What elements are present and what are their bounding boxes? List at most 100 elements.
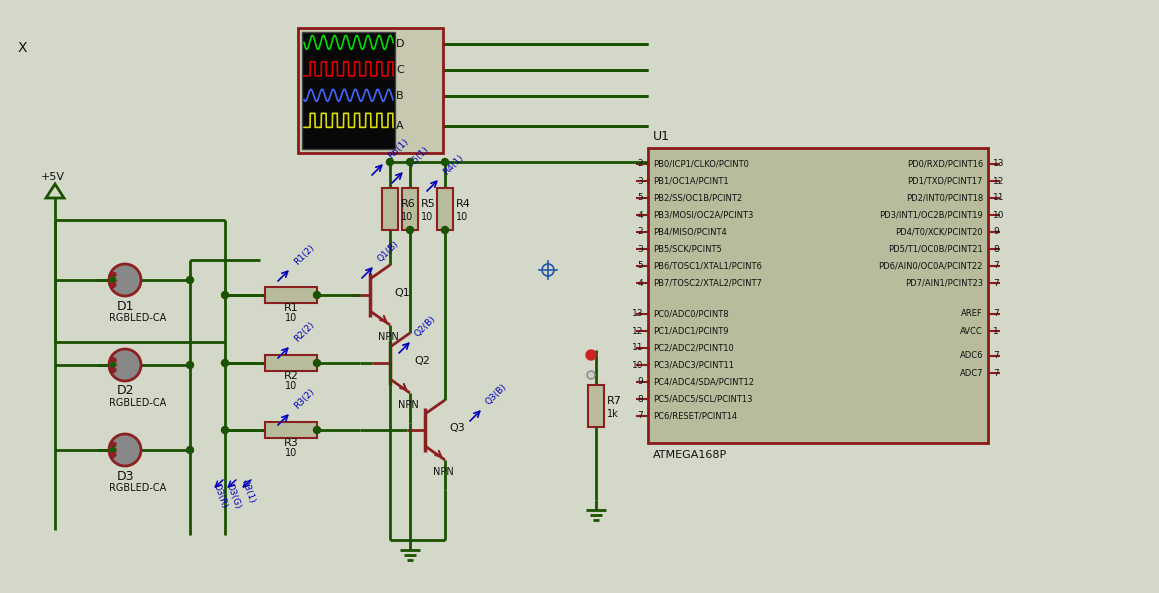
Bar — [265, 287, 318, 303]
Text: 9: 9 — [993, 228, 999, 237]
Text: PC2/ADC2/PCINT10: PC2/ADC2/PCINT10 — [653, 343, 734, 352]
Circle shape — [187, 447, 194, 454]
Text: R3: R3 — [284, 438, 298, 448]
Text: RGBLED-CA: RGBLED-CA — [109, 398, 166, 408]
Circle shape — [110, 442, 116, 448]
Text: R3(1): R3(1) — [240, 479, 256, 505]
Text: PD0/RXD/PCINT16: PD0/RXD/PCINT16 — [906, 160, 983, 168]
Text: D1: D1 — [117, 299, 134, 313]
Text: PC6/RESET/PCINT14: PC6/RESET/PCINT14 — [653, 412, 737, 420]
Circle shape — [109, 264, 141, 296]
Text: 10: 10 — [401, 212, 414, 222]
Text: 10: 10 — [993, 211, 1005, 219]
Text: 13: 13 — [993, 160, 1005, 168]
Text: 10: 10 — [285, 448, 297, 458]
Bar — [265, 355, 318, 371]
Text: R: R — [112, 368, 117, 372]
Bar — [648, 148, 987, 443]
Text: Q2: Q2 — [414, 356, 430, 366]
Text: R2: R2 — [284, 371, 298, 381]
Circle shape — [313, 359, 321, 366]
Text: 12: 12 — [632, 327, 643, 336]
Text: 10: 10 — [632, 361, 643, 369]
Circle shape — [313, 292, 321, 298]
Text: PD1/TXD/PCINT17: PD1/TXD/PCINT17 — [907, 177, 983, 186]
Text: 7: 7 — [993, 262, 999, 270]
Text: Q1: Q1 — [394, 288, 410, 298]
Text: Q2(B): Q2(B) — [413, 314, 438, 339]
Text: D: D — [396, 39, 404, 49]
Text: 2: 2 — [637, 160, 643, 168]
Circle shape — [110, 452, 116, 458]
Text: A: A — [396, 121, 403, 131]
Text: Q3(B): Q3(B) — [484, 382, 509, 407]
Circle shape — [110, 282, 116, 288]
Text: ATMEGA168P: ATMEGA168P — [653, 450, 727, 460]
Text: RGBLED-CA: RGBLED-CA — [109, 313, 166, 323]
Circle shape — [110, 448, 116, 452]
Text: AVCC: AVCC — [961, 327, 983, 336]
Text: D2: D2 — [117, 384, 134, 397]
Text: 10: 10 — [421, 212, 433, 222]
Text: PB1/OC1A/PCINT1: PB1/OC1A/PCINT1 — [653, 177, 729, 186]
Text: R5: R5 — [421, 199, 436, 209]
Text: +5V: +5V — [41, 172, 65, 182]
Text: PD7/AIN1/PCINT23: PD7/AIN1/PCINT23 — [905, 279, 983, 288]
Text: R4(1): R4(1) — [442, 153, 465, 177]
Text: D3: D3 — [117, 470, 134, 483]
Circle shape — [110, 362, 116, 368]
Text: PB5/SCK/PCINT5: PB5/SCK/PCINT5 — [653, 244, 722, 253]
Text: 10: 10 — [285, 313, 297, 323]
Text: R3(2): R3(2) — [292, 387, 315, 411]
Text: NPN: NPN — [378, 332, 399, 342]
Text: R: R — [112, 282, 117, 288]
Text: PB7/TOSC2/XTAL2/PCINT7: PB7/TOSC2/XTAL2/PCINT7 — [653, 279, 761, 288]
Circle shape — [586, 350, 596, 360]
Text: AREF: AREF — [961, 310, 983, 318]
Text: R4: R4 — [455, 199, 471, 209]
Text: U1: U1 — [653, 129, 670, 142]
Circle shape — [109, 434, 141, 466]
Text: C: C — [396, 65, 403, 75]
Text: B: B — [112, 273, 117, 278]
Text: X: X — [19, 41, 28, 55]
Text: Q3: Q3 — [449, 423, 465, 433]
Text: B: B — [112, 358, 117, 362]
Circle shape — [221, 292, 228, 298]
Text: PC1/ADC1/PCINT9: PC1/ADC1/PCINT9 — [653, 327, 729, 336]
Circle shape — [110, 278, 116, 282]
Text: PD3/INT1/OC2B/PCINT19: PD3/INT1/OC2B/PCINT19 — [880, 211, 983, 219]
Text: G: G — [112, 278, 117, 282]
Text: RGBLED-CA: RGBLED-CA — [109, 483, 166, 493]
Text: 7: 7 — [993, 368, 999, 378]
Circle shape — [407, 158, 414, 165]
Circle shape — [407, 227, 414, 234]
Text: R6: R6 — [401, 199, 416, 209]
Text: 1k: 1k — [607, 409, 619, 419]
Text: 13: 13 — [632, 310, 643, 318]
Circle shape — [221, 359, 228, 366]
Text: PC4/ADC4/SDA/PCINT12: PC4/ADC4/SDA/PCINT12 — [653, 378, 755, 387]
Text: R2(2): R2(2) — [292, 320, 315, 344]
Circle shape — [442, 227, 449, 234]
Text: 12: 12 — [993, 177, 1005, 186]
Circle shape — [109, 349, 141, 381]
Text: 11: 11 — [993, 193, 1005, 202]
Bar — [298, 28, 443, 153]
Text: R5(1): R5(1) — [406, 145, 430, 169]
Text: 7: 7 — [993, 279, 999, 288]
Bar — [302, 32, 395, 149]
Text: 10: 10 — [285, 381, 297, 391]
Circle shape — [386, 158, 394, 165]
Circle shape — [442, 158, 449, 165]
Circle shape — [221, 426, 228, 433]
Text: D3(R): D3(R) — [211, 483, 228, 510]
Text: 8: 8 — [637, 394, 643, 403]
Text: 7: 7 — [637, 412, 643, 420]
Text: Q1(B): Q1(B) — [376, 240, 401, 264]
Text: 7: 7 — [993, 352, 999, 361]
Text: G: G — [112, 362, 117, 368]
Circle shape — [313, 426, 321, 433]
Text: R1: R1 — [284, 303, 298, 313]
Text: B: B — [112, 442, 117, 448]
